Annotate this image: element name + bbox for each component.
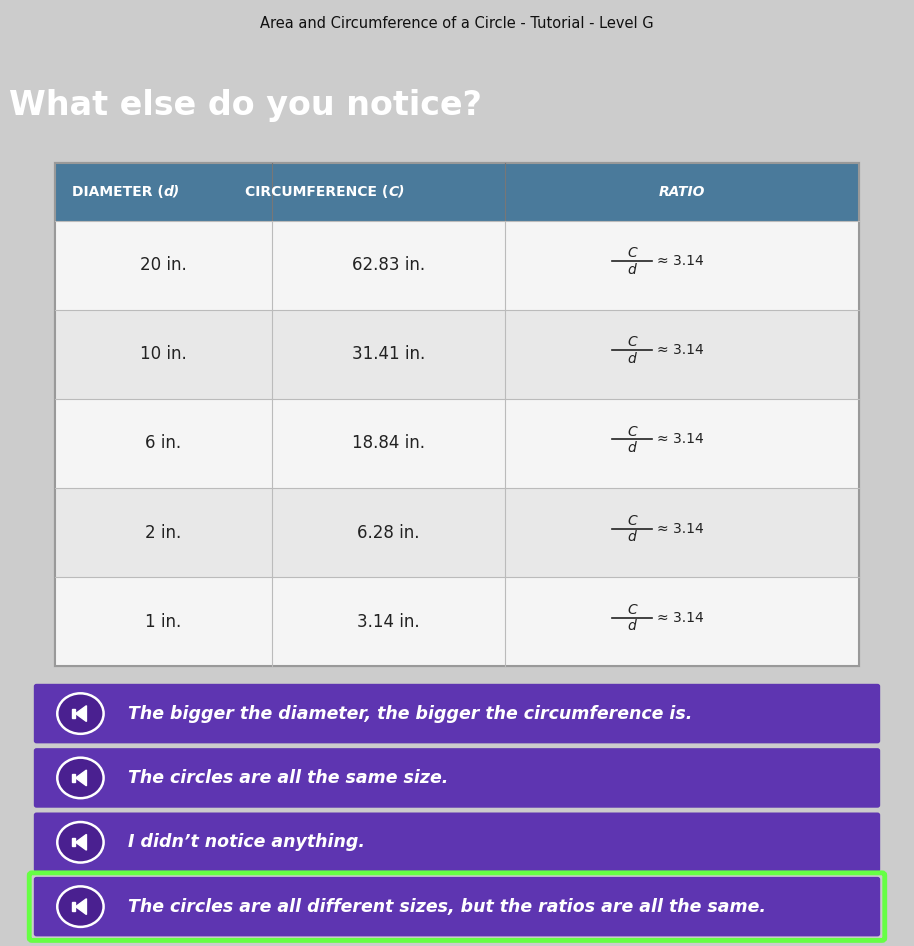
Text: C: C xyxy=(627,514,637,528)
Text: 20 in.: 20 in. xyxy=(140,256,186,274)
Text: ≈ 3.14: ≈ 3.14 xyxy=(656,521,704,535)
Bar xyxy=(72,774,75,782)
Circle shape xyxy=(58,822,103,863)
Polygon shape xyxy=(76,706,87,722)
FancyBboxPatch shape xyxy=(34,748,880,808)
FancyBboxPatch shape xyxy=(55,220,859,309)
FancyBboxPatch shape xyxy=(34,684,880,744)
Text: ≈ 3.14: ≈ 3.14 xyxy=(656,432,704,447)
Text: The bigger the diameter, the bigger the circumference is.: The bigger the diameter, the bigger the … xyxy=(128,705,692,723)
Text: ≈ 3.14: ≈ 3.14 xyxy=(656,254,704,268)
FancyBboxPatch shape xyxy=(55,488,859,577)
Bar xyxy=(72,902,75,911)
Text: 6 in.: 6 in. xyxy=(145,434,182,452)
Text: 1 in.: 1 in. xyxy=(145,613,182,631)
FancyBboxPatch shape xyxy=(55,309,859,399)
Text: The circles are all the same size.: The circles are all the same size. xyxy=(128,769,449,787)
Text: d: d xyxy=(628,530,636,544)
Text: 10 in.: 10 in. xyxy=(140,345,186,363)
Text: 2 in.: 2 in. xyxy=(145,523,182,541)
Polygon shape xyxy=(76,899,87,915)
Polygon shape xyxy=(76,770,87,786)
FancyBboxPatch shape xyxy=(34,877,880,937)
Text: C: C xyxy=(627,603,637,617)
Text: 6.28 in.: 6.28 in. xyxy=(357,523,420,541)
Text: Area and Circumference of a Circle - Tutorial - Level G: Area and Circumference of a Circle - Tut… xyxy=(260,16,654,31)
Text: d: d xyxy=(628,620,636,633)
Text: d: d xyxy=(628,263,636,276)
Text: 31.41 in.: 31.41 in. xyxy=(352,345,425,363)
Text: RATIO: RATIO xyxy=(659,184,706,199)
FancyBboxPatch shape xyxy=(55,163,859,666)
FancyBboxPatch shape xyxy=(34,813,880,872)
Text: C: C xyxy=(627,336,637,349)
Text: The circles are all different sizes, but the ratios are all the same.: The circles are all different sizes, but… xyxy=(128,898,766,916)
Polygon shape xyxy=(76,834,87,850)
Text: d): d) xyxy=(164,184,180,199)
Text: CIRCUMFERENCE (: CIRCUMFERENCE ( xyxy=(245,184,388,199)
Text: I didn’t notice anything.: I didn’t notice anything. xyxy=(128,833,365,851)
Text: DIAMETER (: DIAMETER ( xyxy=(71,184,164,199)
Text: C: C xyxy=(627,246,637,260)
Text: d: d xyxy=(628,352,636,366)
FancyBboxPatch shape xyxy=(55,399,859,488)
Text: ≈ 3.14: ≈ 3.14 xyxy=(656,611,704,624)
Bar xyxy=(72,838,75,847)
Text: ≈ 3.14: ≈ 3.14 xyxy=(656,343,704,358)
Text: 3.14 in.: 3.14 in. xyxy=(357,613,420,631)
Circle shape xyxy=(58,693,103,734)
FancyBboxPatch shape xyxy=(55,163,859,220)
Bar xyxy=(72,710,75,718)
Text: 18.84 in.: 18.84 in. xyxy=(352,434,425,452)
FancyBboxPatch shape xyxy=(55,577,859,666)
Text: C: C xyxy=(627,425,637,439)
Circle shape xyxy=(58,758,103,798)
Circle shape xyxy=(58,886,103,927)
Text: d: d xyxy=(628,441,636,455)
Text: 62.83 in.: 62.83 in. xyxy=(352,256,425,274)
Text: What else do you notice?: What else do you notice? xyxy=(9,89,482,121)
Text: C): C) xyxy=(388,184,405,199)
